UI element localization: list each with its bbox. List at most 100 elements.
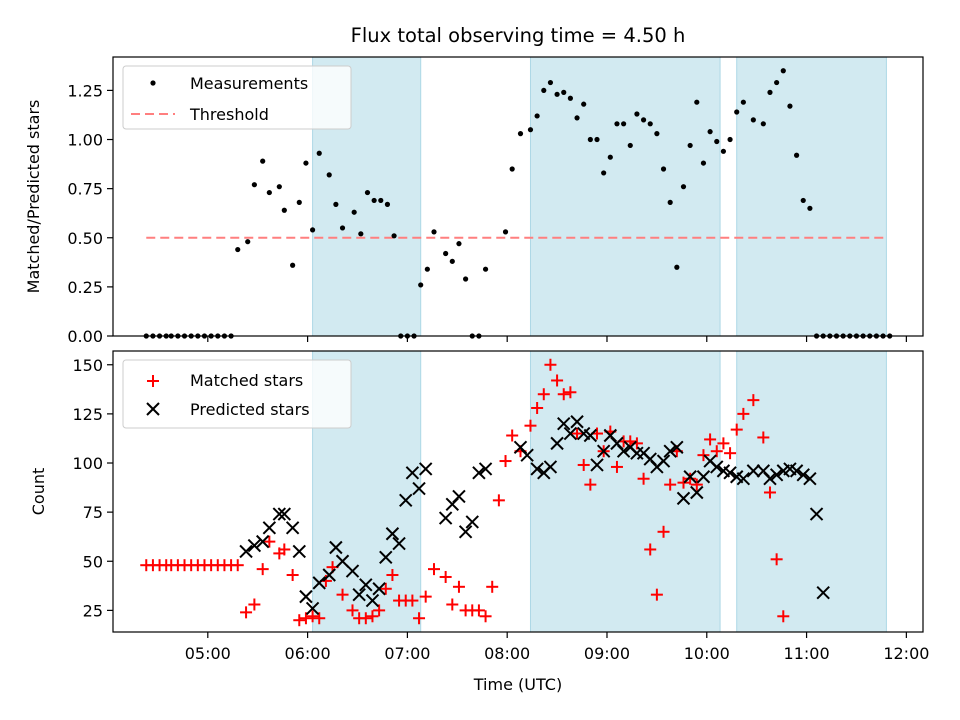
measurement-point	[443, 250, 449, 257]
x-tick-label: 07:00	[384, 644, 430, 663]
matched-star-point	[373, 604, 386, 617]
predicted-star-point	[472, 466, 486, 480]
predicted-star-point	[385, 527, 400, 541]
predicted-star-point	[656, 454, 671, 468]
predicted-star-point	[262, 521, 277, 535]
threshold-legend-label: Threshold	[189, 105, 269, 124]
predicted-star-point	[530, 462, 544, 476]
measurement-point	[364, 189, 371, 196]
matched-star-point	[479, 610, 492, 623]
measurement-point	[707, 129, 713, 135]
matched-star-point	[531, 401, 544, 414]
matched-legend-label: Matched stars	[190, 371, 303, 390]
predicted-star-point	[352, 587, 366, 602]
x-axis-label: Time (UTC)	[473, 675, 562, 694]
measurement-point	[800, 197, 806, 204]
top-y-ticks: 0.00 0.25 0.50 0.75 1.00 1.25	[67, 81, 113, 346]
top-y-tick-label: 1.25	[67, 81, 103, 100]
matched-star-point	[419, 590, 432, 603]
matched-star-point	[730, 423, 743, 436]
measurement-point	[276, 184, 282, 190]
predicted-star-point	[816, 585, 830, 600]
top-legend: Measurements Threshold	[122, 65, 352, 130]
matched-star-point	[286, 569, 299, 582]
predicted-star-point	[329, 540, 343, 555]
measurement-point	[687, 142, 693, 149]
measurement-point	[245, 239, 251, 245]
matched-star-point	[452, 580, 465, 593]
predicted-star-point	[690, 485, 704, 500]
matched-star-point	[637, 472, 650, 485]
measurement-point	[634, 111, 640, 117]
predicted-star-point	[412, 481, 426, 496]
matched-star-point	[336, 588, 349, 601]
predicted-star-point	[239, 544, 253, 559]
matched-star-point	[406, 594, 419, 607]
measurement-point	[502, 229, 509, 235]
measurement-point	[358, 231, 364, 237]
predicted-star-point	[789, 464, 804, 478]
predicted-stars-points	[239, 415, 830, 616]
measurement-point	[431, 229, 437, 235]
top-x-ticks	[207, 336, 907, 342]
measurement-point	[482, 266, 489, 272]
predicted-star-point	[292, 544, 306, 559]
predicted-legend-marker	[146, 402, 160, 416]
predicted-star-point	[596, 444, 611, 458]
bottom-y-ticks: 25 50 75 100 125 150	[72, 356, 113, 620]
measurement-point	[561, 89, 567, 95]
predicted-star-point	[663, 444, 677, 458]
measurement-point	[621, 121, 627, 127]
top-panel: 0.00 0.25 0.50 0.75 1.00 1.25 Matched/Predict…	[24, 56, 924, 346]
measurement-point	[767, 89, 773, 95]
measurement-point	[517, 131, 524, 137]
predicted-star-point	[345, 564, 360, 578]
matched-star-point	[690, 478, 703, 491]
bottom-legend: Matched stars Predicted stars	[122, 359, 352, 429]
measurement-point	[774, 79, 780, 86]
top-shaded-interval	[736, 56, 887, 337]
measurement-points	[143, 68, 893, 339]
measurement-point	[296, 199, 302, 205]
matched-star-point	[472, 604, 485, 617]
measurement-point	[720, 148, 727, 154]
predicted-star-point	[557, 416, 571, 431]
measurement-point	[333, 201, 339, 207]
predicted-star-point	[616, 444, 631, 458]
predicted-legend-label: Predicted stars	[190, 400, 310, 419]
matched-star-point	[677, 476, 690, 489]
matched-star-point	[386, 569, 399, 582]
predicted-star-point	[520, 448, 534, 462]
measurement-point	[534, 113, 540, 119]
x-tick-label: 09:00	[584, 644, 630, 663]
matched-star-point	[684, 472, 697, 485]
measurement-point	[509, 166, 515, 172]
measurements-legend-label: Measurements	[190, 74, 308, 93]
measurement-point	[418, 282, 424, 288]
predicted-star-point	[272, 507, 287, 521]
x-tick-label: 11:00	[784, 644, 830, 663]
matched-star-point	[724, 447, 737, 460]
predicted-star-point	[452, 489, 466, 504]
predicted-star-point	[405, 466, 420, 480]
measurement-point	[581, 101, 587, 107]
matched-star-point	[293, 614, 306, 627]
predicted-star-point	[809, 507, 824, 521]
matched-star-point	[428, 563, 441, 576]
matched-legend-marker	[147, 375, 159, 387]
measurement-point	[303, 160, 309, 166]
predicted-star-point	[322, 568, 336, 582]
matched-star-point	[240, 606, 253, 619]
predicted-star-point	[590, 458, 604, 472]
measurement-point	[807, 205, 813, 211]
measurement-point	[587, 136, 593, 143]
predicted-star-point	[803, 472, 817, 486]
matched-star-point	[486, 580, 499, 593]
x-tick-label: 12:00	[883, 644, 929, 663]
matched-star-point	[492, 494, 505, 507]
matched-star-point	[551, 374, 564, 387]
top-y-tick-label: 0.00	[67, 327, 103, 346]
predicted-star-point	[379, 550, 393, 565]
measurement-point	[601, 170, 607, 176]
